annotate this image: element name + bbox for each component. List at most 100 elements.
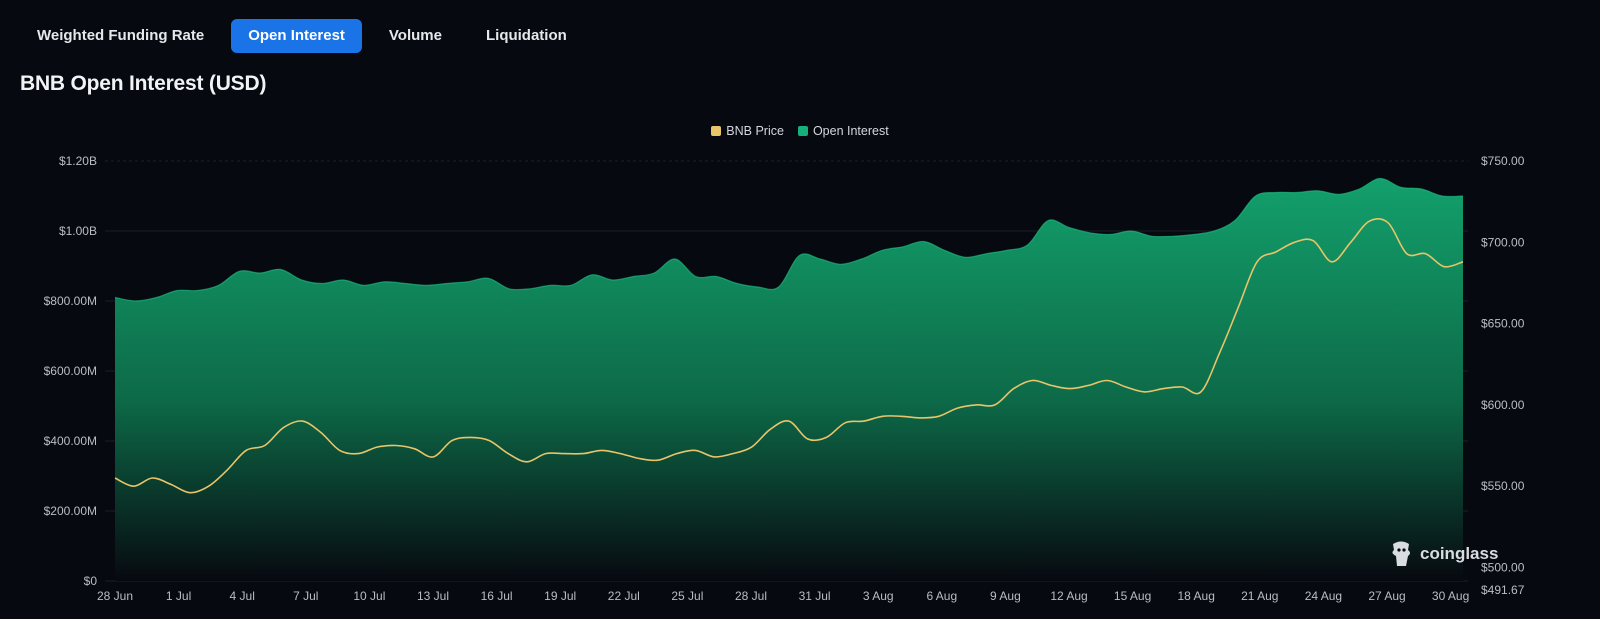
open-interest-point bbox=[1212, 229, 1216, 233]
left-tick-label: $1.20B bbox=[59, 154, 97, 168]
legend-item-bnb-price[interactable]: BNB Price bbox=[711, 124, 784, 138]
open-interest-point bbox=[631, 275, 635, 279]
right-tick-label: $600.00 bbox=[1481, 398, 1525, 412]
bnb-price-point bbox=[675, 452, 679, 456]
tab-weighted-funding-rate[interactable]: Weighted Funding Rate bbox=[37, 27, 205, 44]
tab-liquidation[interactable]: Liquidation bbox=[485, 27, 567, 44]
bnb-price-point bbox=[656, 458, 660, 462]
open-interest-point bbox=[714, 275, 718, 279]
bnb-price-point bbox=[1461, 260, 1465, 264]
chart-tabs: Weighted Funding Rate Open Interest Volu… bbox=[20, 19, 584, 53]
left-axis: $0 $200.00M $400.00M $600.00M $800.00M $1.00B… bbox=[44, 154, 98, 588]
right-tick-label: $650.00 bbox=[1481, 317, 1525, 331]
bnb-price-point bbox=[319, 431, 323, 435]
open-interest-point bbox=[341, 278, 345, 282]
bnb-price-point bbox=[918, 416, 922, 420]
bnb-price-point bbox=[581, 452, 585, 456]
x-tick-label: 28 Jun bbox=[97, 589, 133, 603]
open-interest-point bbox=[258, 271, 262, 275]
chart-legend: BNB Price Open Interest bbox=[0, 124, 1600, 138]
x-tick-label: 24 Aug bbox=[1305, 589, 1342, 603]
x-tick-label: 30 Aug bbox=[1432, 589, 1469, 603]
bnb-price-point bbox=[562, 452, 566, 456]
bnb-price-point bbox=[974, 403, 978, 407]
left-tick-label: $600.00M bbox=[44, 364, 97, 378]
tab-open-interest[interactable]: Open Interest bbox=[231, 19, 362, 53]
bnb-price-point bbox=[544, 452, 548, 456]
bnb-price-point bbox=[188, 491, 192, 495]
bnb-price-point bbox=[413, 447, 417, 451]
bnb-price-point bbox=[768, 427, 772, 431]
open-interest-point bbox=[1254, 194, 1258, 198]
open-interest-point bbox=[590, 273, 594, 277]
bnb-price-point bbox=[282, 426, 286, 430]
bnb-price-point bbox=[600, 448, 604, 452]
bnb-price-point bbox=[1424, 252, 1428, 256]
open-interest-point bbox=[1046, 219, 1050, 223]
bnb-price-point bbox=[1255, 260, 1259, 264]
bnb-price-point bbox=[1180, 385, 1184, 389]
bnb-price-point bbox=[1030, 378, 1034, 382]
bnb-price-point bbox=[225, 468, 229, 472]
open-interest-point bbox=[652, 271, 656, 275]
bnb-price-point bbox=[787, 419, 791, 423]
bnb-price-point bbox=[169, 483, 173, 487]
open-interest-point bbox=[320, 282, 324, 286]
open-interest-point bbox=[486, 276, 490, 280]
open-interest-point bbox=[1461, 194, 1465, 198]
open-interest-point bbox=[1295, 191, 1299, 195]
left-tick-label: $200.00M bbox=[44, 504, 97, 518]
open-interest-point bbox=[1378, 177, 1382, 181]
x-tick-label: 21 Aug bbox=[1241, 589, 1278, 603]
x-tick-label: 22 Jul bbox=[608, 589, 640, 603]
brand-name: coinglass bbox=[1420, 544, 1499, 563]
bnb-price-point bbox=[843, 421, 847, 425]
open-interest-point bbox=[466, 280, 470, 284]
bnb-price-point bbox=[113, 476, 117, 480]
open-interest-point bbox=[196, 289, 200, 293]
legend-swatch-open-interest bbox=[797, 126, 808, 136]
open-interest-point bbox=[1274, 191, 1278, 195]
open-interest-point bbox=[362, 283, 366, 287]
x-tick-label: 4 Jul bbox=[230, 589, 255, 603]
open-interest-point bbox=[611, 278, 615, 282]
bnb-price-point bbox=[1405, 252, 1409, 256]
open-interest-point bbox=[1025, 243, 1029, 247]
open-interest-point bbox=[175, 289, 179, 293]
bnb-price-point bbox=[731, 452, 735, 456]
bnb-price-point bbox=[431, 455, 435, 459]
bnb-price-point bbox=[1049, 383, 1053, 387]
open-interest-point bbox=[300, 278, 304, 282]
open-interest-point bbox=[1440, 194, 1444, 198]
bnb-price-point bbox=[263, 444, 267, 448]
bnb-price-point bbox=[881, 414, 885, 418]
bnb-price-point bbox=[993, 403, 997, 407]
bnb-price-point bbox=[244, 448, 248, 452]
left-tick-label: $0 bbox=[84, 574, 98, 588]
x-axis: 28 Jun 1 Jul 4 Jul 7 Jul 10 Jul 13 Jul 16 Jul 1… bbox=[97, 589, 1469, 603]
open-interest-point bbox=[1108, 233, 1112, 237]
bnb-price-point bbox=[1330, 260, 1334, 264]
open-interest-point bbox=[154, 296, 158, 300]
legend-item-open-interest[interactable]: Open Interest bbox=[797, 124, 889, 138]
open-interest-point bbox=[901, 245, 905, 249]
open-interest-point bbox=[237, 269, 241, 273]
bnb-price-point bbox=[862, 419, 866, 423]
open-interest-point bbox=[1150, 234, 1154, 238]
bnb-price-point bbox=[525, 460, 529, 464]
right-tick-label: $750.00 bbox=[1481, 154, 1525, 168]
x-tick-label: 31 Jul bbox=[799, 589, 831, 603]
open-interest-point bbox=[1171, 234, 1175, 238]
bnb-price-point bbox=[1386, 221, 1390, 225]
bnb-price-point bbox=[1143, 390, 1147, 394]
open-interest-point bbox=[445, 282, 449, 286]
tab-volume[interactable]: Volume bbox=[388, 27, 442, 44]
open-interest-point bbox=[569, 283, 573, 287]
open-interest-point bbox=[1067, 226, 1071, 230]
open-interest-point bbox=[1337, 192, 1341, 196]
open-interest-point bbox=[860, 257, 864, 261]
bnb-price-point bbox=[619, 452, 623, 456]
open-interest-point bbox=[1357, 187, 1361, 191]
bnb-price-point bbox=[338, 448, 342, 452]
